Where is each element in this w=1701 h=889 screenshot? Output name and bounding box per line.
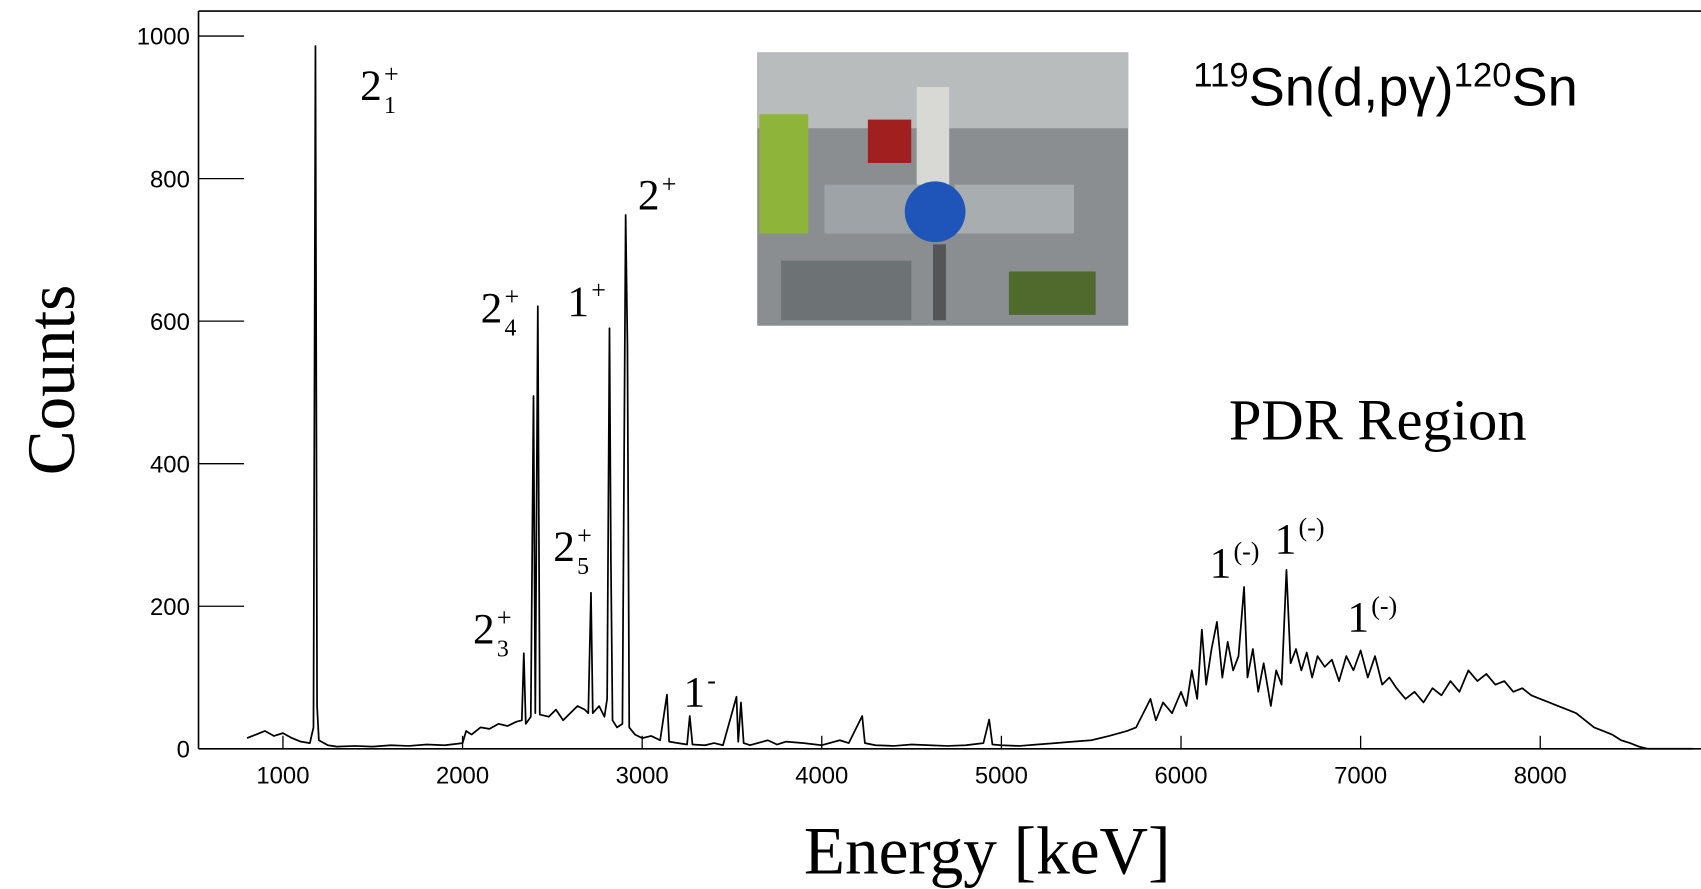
title-part: 119 (1193, 56, 1248, 94)
x-tick-label: 8000 (1514, 763, 1567, 790)
peak-label-sup: (-) (1233, 537, 1259, 566)
y-axis-label: Counts (14, 285, 89, 476)
inset-photo (757, 52, 1129, 326)
y-tick-label: 800 (150, 166, 190, 193)
title-part: Sn(d,pγ) (1249, 57, 1454, 117)
x-tick-label: 3000 (616, 763, 669, 790)
peak-label-main: 1 (1210, 539, 1232, 587)
peak-label-main: 2 (553, 523, 575, 571)
peak-label-main: 1 (1275, 516, 1297, 564)
peak-label-main: 2 (473, 606, 495, 654)
chart-title: 119Sn(d,pγ)120Sn (1193, 56, 1578, 117)
region-label: PDR Region (1229, 388, 1527, 453)
peak-label-sup: + (497, 603, 512, 632)
x-tick-label: 1000 (256, 763, 309, 790)
peak-label: 2+ 5 (553, 521, 592, 580)
peak-label-sup: + (384, 60, 399, 89)
y-tick-label: 1000 (137, 24, 190, 51)
x-axis-label: Energy [keV] (804, 814, 1171, 889)
peak-label: 1+ (567, 276, 606, 326)
y-tick-label: 400 (150, 451, 190, 478)
x-tick-label: 2000 (436, 763, 489, 790)
peak-label: 1(-) (1347, 591, 1397, 641)
peak-label: 2+ 1 (360, 60, 399, 119)
peak-label: 1(-) (1275, 513, 1325, 563)
peak-label-main: 1 (567, 278, 589, 326)
peak-label-sub: 4 (504, 315, 516, 341)
peak-label-sup: + (577, 521, 592, 550)
peak-label-sup: - (707, 666, 716, 695)
peak-label-main: 2 (481, 284, 503, 332)
spectrum-line (246, 45, 1693, 750)
peak-label-sup: + (591, 276, 606, 305)
title-part: 120 (1454, 56, 1512, 94)
y-tick-label: 0 (177, 736, 190, 763)
peak-label-sup: (-) (1371, 591, 1397, 620)
peak-label-sub: 5 (577, 554, 589, 580)
peak-label: 2+ 4 (481, 282, 520, 341)
x-tick-label: 5000 (975, 763, 1028, 790)
x-tick-label: 7000 (1334, 763, 1387, 790)
x-tick-label: 4000 (795, 763, 848, 790)
peak-label-sup: (-) (1299, 513, 1325, 542)
peak-label-sup: + (504, 282, 519, 311)
peak-label-main: 1 (1347, 594, 1369, 642)
peak-label-main: 2 (360, 62, 382, 110)
x-tick-label: 6000 (1154, 763, 1207, 790)
peak-label: 1- (683, 666, 716, 716)
y-tick-label: 600 (150, 309, 190, 336)
peak-label-main: 2 (638, 172, 660, 220)
peak-label-sub: 3 (497, 637, 509, 663)
y-tick-label: 200 (150, 594, 190, 621)
peak-label-sub: 1 (384, 93, 396, 119)
peak-label: 1(-) (1210, 537, 1260, 587)
peak-label: 2+ 3 (473, 603, 512, 662)
peak-label-main: 1 (683, 668, 705, 716)
peak-label-sup: + (662, 169, 677, 198)
title-part: Sn (1512, 57, 1578, 117)
peak-label: 2+ (638, 169, 677, 219)
